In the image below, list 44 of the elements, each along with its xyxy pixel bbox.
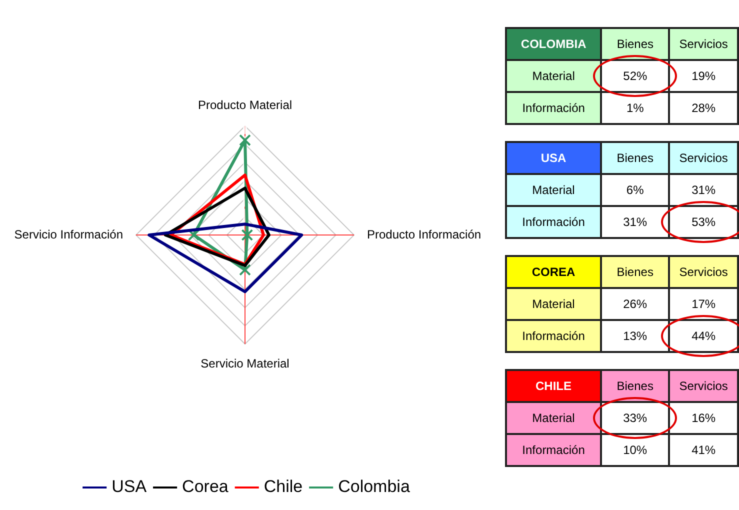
- text: 17%: [692, 297, 716, 311]
- text: 6%: [626, 183, 644, 197]
- category-label: Servicios: [669, 370, 738, 402]
- spoke-label: Servicio Información: [14, 227, 123, 242]
- legend-label: Corea: [182, 477, 229, 496]
- text: 28%: [692, 101, 716, 115]
- text: USA: [506, 142, 602, 174]
- category-label: Material: [532, 411, 575, 425]
- category-label: Bienes: [601, 370, 670, 402]
- category-label: Material: [532, 297, 575, 311]
- spoke-label: Producto Información: [367, 227, 482, 242]
- text: 44%: [692, 329, 716, 343]
- text: 19%: [692, 69, 716, 83]
- category-label: Bienes: [601, 256, 670, 288]
- category-label: Información: [522, 443, 585, 457]
- legend-label: Colombia: [338, 477, 410, 496]
- text: 10%: [623, 443, 648, 457]
- legend-label: USA: [112, 477, 148, 496]
- category-label: Información: [522, 329, 585, 343]
- category-label: Información: [522, 101, 585, 115]
- spoke-label: Servicio Material: [200, 356, 290, 371]
- text: 52%: [623, 69, 648, 83]
- text: 33%: [623, 411, 648, 425]
- text: 41%: [692, 443, 716, 457]
- category-label: Material: [532, 69, 575, 83]
- category-label: Bienes: [601, 142, 670, 174]
- category-label: Bienes: [601, 28, 670, 60]
- text: 26%: [623, 297, 648, 311]
- category-label: Servicios: [669, 256, 738, 288]
- text: 13%: [623, 329, 648, 343]
- spoke-label: Producto Material: [198, 98, 292, 112]
- category-label: Información: [522, 215, 585, 229]
- legend-label: Chile: [264, 477, 303, 496]
- text: 16%: [692, 411, 716, 425]
- category-label: Servicios: [669, 142, 738, 174]
- text: 31%: [692, 183, 716, 197]
- category-label: Servicios: [669, 28, 738, 60]
- text: 53%: [692, 215, 716, 229]
- text: CHILE: [506, 370, 602, 402]
- text: COLOMBIA: [506, 28, 602, 60]
- text: 31%: [623, 215, 648, 229]
- text: 1%: [626, 101, 644, 115]
- category-label: Material: [532, 183, 575, 197]
- text: COREA: [506, 256, 602, 288]
